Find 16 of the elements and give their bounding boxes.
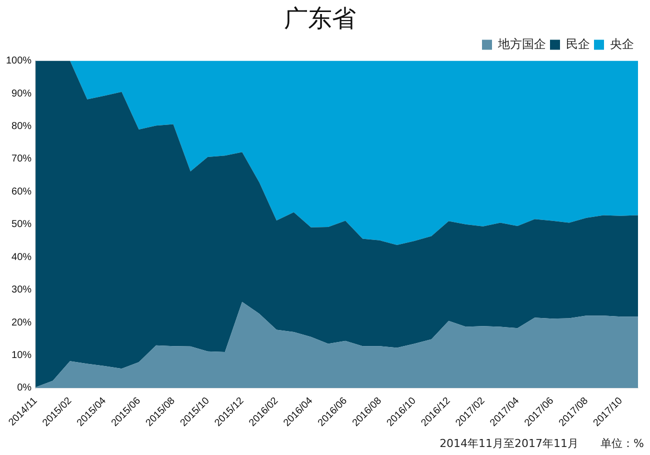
y-tick-label: 100% [6, 56, 32, 67]
y-tick-label: 40% [12, 252, 32, 263]
y-tick-label: 80% [12, 120, 32, 132]
y-tick-label: 70% [12, 154, 32, 165]
text: 2014年11月至2017年11月 单位：% [440, 436, 644, 451]
y-tick-label: 0% [17, 382, 32, 394]
y-tick-label: 30% [12, 284, 32, 296]
legend-label: 地方国企 [497, 37, 546, 52]
y-tick-label: 90% [12, 88, 32, 100]
legend-label: 央企 [610, 37, 634, 52]
legend-label: 民企 [566, 37, 590, 52]
chart-title: 广东省 [284, 4, 356, 33]
y-tick-label: 20% [12, 317, 32, 328]
y-tick-label: 50% [12, 219, 32, 230]
y-tick-label: 60% [12, 186, 32, 198]
y-tick-label: 10% [12, 350, 32, 361]
